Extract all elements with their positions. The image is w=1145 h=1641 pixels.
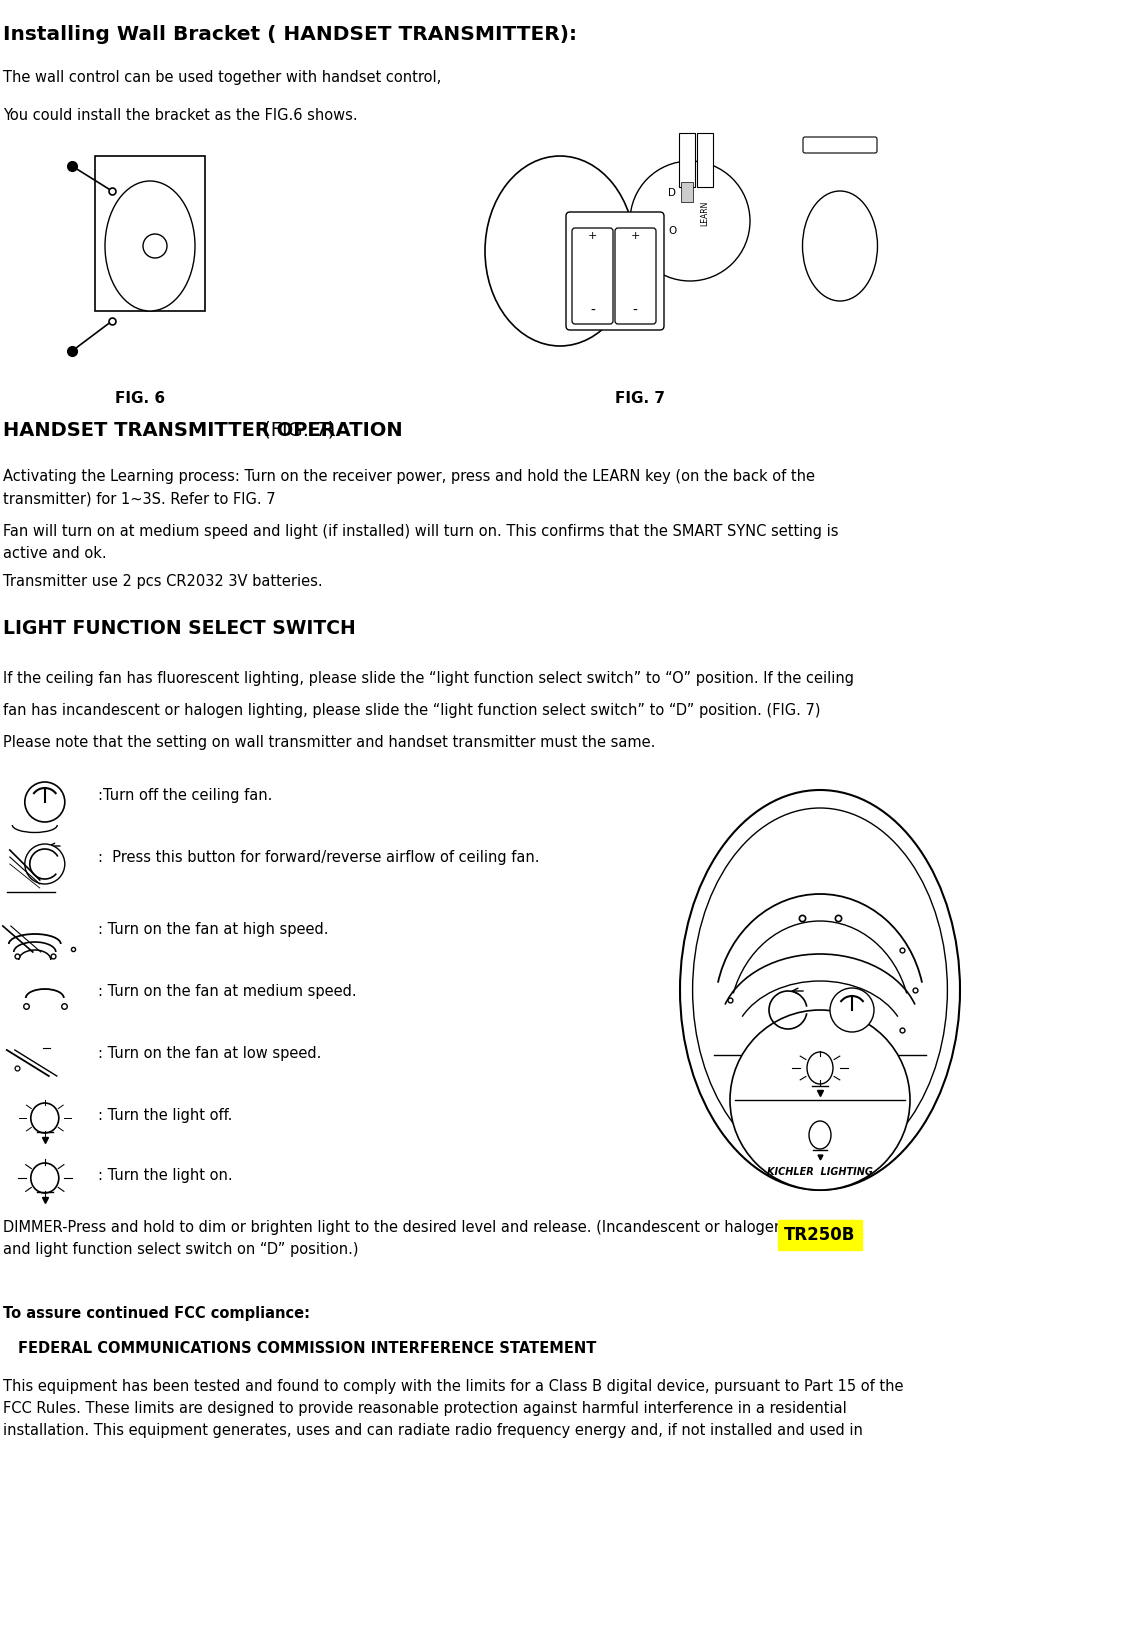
Circle shape <box>143 235 167 258</box>
Text: FEDERAL COMMUNICATIONS COMMISSION INTERFERENCE STATEMENT: FEDERAL COMMUNICATIONS COMMISSION INTERF… <box>18 1341 597 1355</box>
Text: :  Press this button for forward/reverse airflow of ceiling fan.: : Press this button for forward/reverse … <box>97 850 539 865</box>
Circle shape <box>731 1009 910 1190</box>
Text: FIG. 6: FIG. 6 <box>114 391 165 405</box>
FancyBboxPatch shape <box>95 156 205 312</box>
Ellipse shape <box>807 1052 834 1085</box>
Text: +: + <box>587 231 598 241</box>
Text: TR250B: TR250B <box>784 1226 855 1244</box>
Text: : Turn on the fan at medium speed.: : Turn on the fan at medium speed. <box>97 985 356 999</box>
Text: FIG. 7: FIG. 7 <box>615 391 665 405</box>
Text: HANDSET TRANSMITTER OPERATION: HANDSET TRANSMITTER OPERATION <box>2 422 402 440</box>
Text: LIGHT FUNCTION SELECT SWITCH: LIGHT FUNCTION SELECT SWITCH <box>2 619 356 638</box>
Ellipse shape <box>680 789 960 1190</box>
Ellipse shape <box>31 1163 58 1193</box>
FancyBboxPatch shape <box>566 212 664 330</box>
Text: Installing Wall Bracket ( HANDSET TRANSMITTER):: Installing Wall Bracket ( HANDSET TRANSM… <box>2 25 577 44</box>
Text: The wall control can be used together with handset control,: The wall control can be used together wi… <box>2 71 441 85</box>
Text: Transmitter use 2 pcs CR2032 3V batteries.: Transmitter use 2 pcs CR2032 3V batterie… <box>2 574 323 589</box>
Ellipse shape <box>693 807 947 1172</box>
Text: You could install the bracket as the FIG.6 shows.: You could install the bracket as the FIG… <box>2 108 357 123</box>
FancyBboxPatch shape <box>679 133 695 187</box>
Circle shape <box>830 988 874 1032</box>
Text: D: D <box>668 189 676 199</box>
Ellipse shape <box>105 181 195 312</box>
FancyBboxPatch shape <box>615 228 656 323</box>
FancyBboxPatch shape <box>681 182 693 202</box>
Text: : Turn the light off.: : Turn the light off. <box>97 1108 232 1122</box>
Text: fan has incandescent or halogen lighting, please slide the “light function selec: fan has incandescent or halogen lighting… <box>2 702 820 719</box>
Text: -: - <box>590 304 595 318</box>
Circle shape <box>630 161 750 281</box>
Text: O: O <box>668 226 677 236</box>
Circle shape <box>25 783 65 822</box>
Ellipse shape <box>810 1121 831 1149</box>
Text: LEARN: LEARN <box>701 200 710 226</box>
FancyBboxPatch shape <box>803 136 877 153</box>
Text: : Turn the light on.: : Turn the light on. <box>97 1168 232 1183</box>
Text: -: - <box>632 304 638 318</box>
Text: :Turn off the ceiling fan.: :Turn off the ceiling fan. <box>97 788 273 802</box>
Ellipse shape <box>803 190 877 300</box>
FancyBboxPatch shape <box>697 133 713 187</box>
Text: DIMMER-Press and hold to dim or brighten light to the desired level and release.: DIMMER-Press and hold to dim or brighten… <box>2 1219 819 1257</box>
Text: This equipment has been tested and found to comply with the limits for a Class B: This equipment has been tested and found… <box>2 1378 903 1439</box>
Ellipse shape <box>485 156 635 346</box>
Text: (FIG. 7): (FIG. 7) <box>256 422 334 440</box>
Text: KICHLER  LIGHTING: KICHLER LIGHTING <box>767 1167 872 1177</box>
Text: : Turn on the fan at high speed.: : Turn on the fan at high speed. <box>97 922 329 937</box>
FancyBboxPatch shape <box>572 228 613 323</box>
Text: +: + <box>630 231 640 241</box>
Text: Please note that the setting on wall transmitter and handset transmitter must th: Please note that the setting on wall tra… <box>2 735 655 750</box>
Circle shape <box>25 843 65 884</box>
Text: If the ceiling fan has fluorescent lighting, please slide the “light function se: If the ceiling fan has fluorescent light… <box>2 671 854 686</box>
Text: To assure continued FCC compliance:: To assure continued FCC compliance: <box>2 1306 310 1321</box>
Text: : Turn on the fan at low speed.: : Turn on the fan at low speed. <box>97 1045 322 1062</box>
Text: Activating the Learning process: Turn on the receiver power, press and hold the : Activating the Learning process: Turn on… <box>2 469 815 505</box>
Text: Fan will turn on at medium speed and light (if installed) will turn on. This con: Fan will turn on at medium speed and lig… <box>2 523 838 561</box>
Ellipse shape <box>31 1103 58 1132</box>
